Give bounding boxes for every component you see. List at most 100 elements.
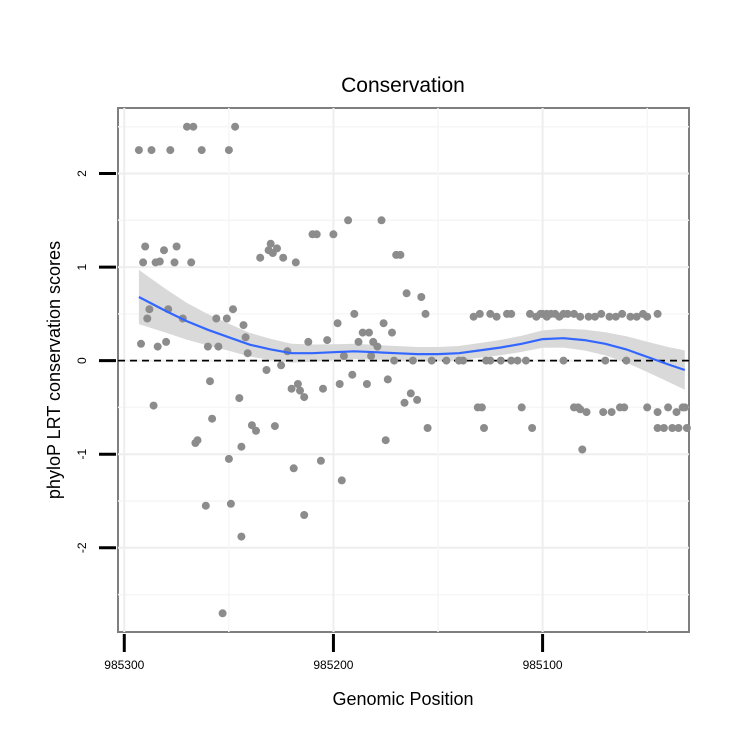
data-point [247,421,256,430]
smooth-trend-line [138,296,686,372]
data-point [224,146,233,155]
y-axis: 2 1 0 -1 -2 [75,170,116,553]
x-tick-label: 985100 [523,658,563,672]
data-point [266,239,275,248]
data-point [672,408,681,417]
data-point [611,312,620,321]
data-point [153,342,162,351]
data-point [350,309,359,318]
data-point [680,403,689,412]
data-point [316,456,325,465]
data-point [674,424,683,432]
data-point [442,356,451,365]
data-point [339,352,348,360]
data-point [576,312,585,321]
data-point [362,380,371,388]
data-point [293,380,302,388]
data-point [605,312,614,321]
data-point [344,216,353,225]
data-point [682,424,691,432]
data-point [406,389,415,398]
data-point [291,258,300,267]
data-point [421,309,430,318]
data-point [542,312,551,321]
data-point [578,445,587,454]
data-point [486,309,495,318]
data-point [390,356,399,365]
data-point [653,408,662,417]
data-point [367,352,376,360]
data-point [622,356,631,365]
data-point [513,356,522,365]
data-point [597,309,606,318]
data-point [166,146,175,155]
data-point [526,309,534,318]
data-point [348,370,357,379]
data-point [289,464,298,473]
data-point [620,403,629,412]
data-point [155,257,164,266]
data-point [218,609,227,618]
data-point [239,321,248,330]
data-point [300,511,309,519]
y-tick-label: -1 [75,449,89,460]
data-point [256,253,265,262]
data-point [427,356,436,365]
data-point [208,414,217,423]
data-point [143,314,152,323]
data-point [383,375,392,384]
data-point [507,309,516,318]
y-axis-title: phyloP LRT conservation scores [44,241,64,499]
data-point [400,398,409,407]
data-point [475,309,484,318]
data-point [570,309,578,318]
data-point [408,356,417,365]
data-point [381,436,390,445]
y-tick-label: -2 [75,542,89,553]
y-tick-label: 0 [75,357,89,364]
data-point [333,319,342,328]
data-point [237,532,246,541]
data-point [379,319,388,328]
data-point [270,422,279,431]
x-tick-label: 985300 [104,658,144,672]
data-point [469,312,478,321]
data-point [601,356,610,365]
data-point [231,122,240,131]
data-point [365,328,373,337]
data-point [277,361,286,370]
data-point [559,356,568,365]
data-point [237,442,246,451]
data-point [279,253,288,262]
data-point [304,337,313,346]
data-point [373,342,382,351]
data-point [496,356,505,365]
data-point [582,408,591,417]
data-point [477,403,486,412]
data-point [160,246,168,255]
data-point [607,408,616,417]
data-point [206,377,214,386]
y-tick-label: 1 [75,263,89,270]
data-point [358,328,367,337]
data-point [229,305,237,314]
data-point [241,333,250,342]
data-point [201,501,210,510]
data-point [224,454,233,463]
data-point [454,356,463,365]
data-point [329,230,338,239]
data-point [197,146,206,155]
data-point [643,312,652,321]
data-point [668,424,677,432]
data-point [134,146,143,155]
data-point [170,258,179,267]
data-point [659,424,668,432]
data-point [521,356,530,365]
data-point [599,408,608,417]
data-point [189,122,198,131]
data-point [187,258,196,267]
data-point [214,342,223,351]
data-point [664,403,673,412]
data-point [141,242,150,251]
data-point [262,366,271,374]
